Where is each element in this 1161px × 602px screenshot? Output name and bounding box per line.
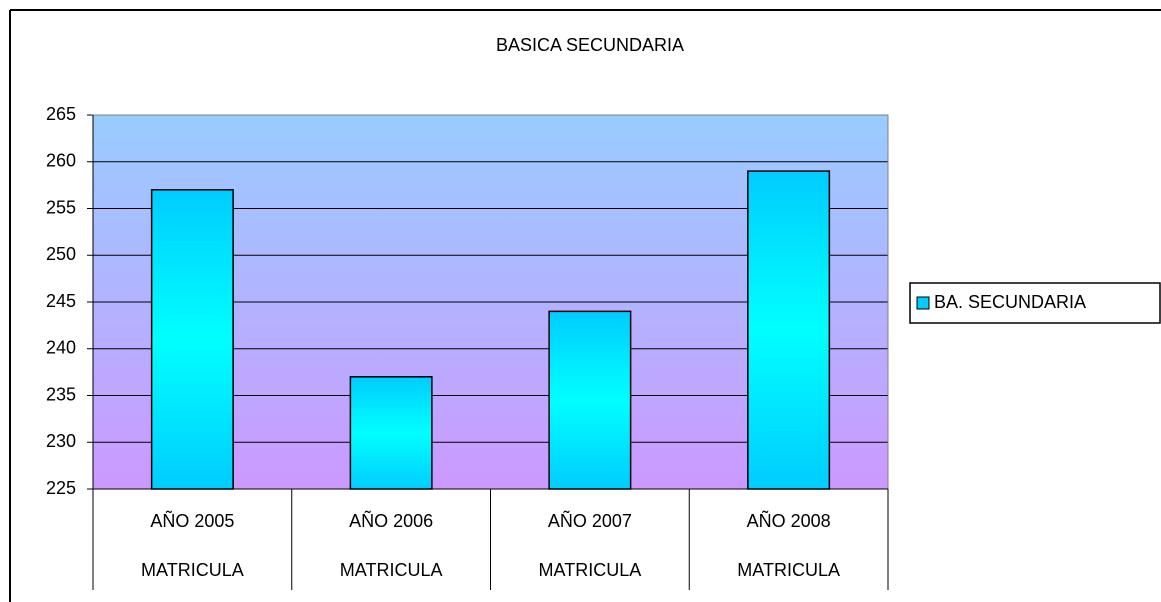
- y-tick-label: 245: [46, 291, 76, 311]
- y-tick-label: 230: [46, 431, 76, 451]
- x-group-label: MATRICULA: [340, 560, 443, 580]
- x-tick-label: AÑO 2006: [349, 510, 433, 531]
- y-tick-label: 255: [46, 197, 76, 217]
- y-tick-label: 235: [46, 384, 76, 404]
- bar: [548, 310, 632, 490]
- x-group-label: MATRICULA: [539, 560, 642, 580]
- chart-title: BASICA SECUNDARIA: [496, 35, 684, 55]
- y-tick-label: 260: [46, 151, 76, 171]
- bar: [349, 376, 433, 490]
- bar: [150, 189, 234, 490]
- y-tick-label: 250: [46, 244, 76, 264]
- y-tick-label: 225: [46, 478, 76, 498]
- bar: [747, 170, 831, 490]
- x-tick-label: AÑO 2007: [548, 510, 632, 531]
- x-group-label: MATRICULA: [737, 560, 840, 580]
- legend-swatch: [916, 296, 930, 310]
- x-group-label: MATRICULA: [141, 560, 244, 580]
- x-tick-label: AÑO 2008: [747, 510, 831, 531]
- legend-label: BA. SECUNDARIA: [934, 292, 1086, 312]
- y-tick-label: 265: [46, 104, 76, 124]
- legend-box: [909, 282, 1161, 324]
- x-tick-label: AÑO 2005: [150, 510, 234, 531]
- y-tick-label: 240: [46, 338, 76, 358]
